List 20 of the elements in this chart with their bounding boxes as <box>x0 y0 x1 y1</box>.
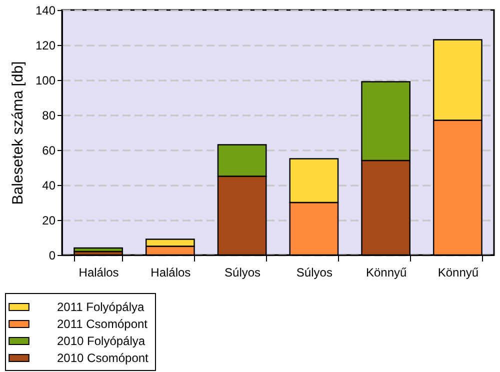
y-tick-label: 40 <box>42 178 56 192</box>
y-tick-label: 80 <box>42 108 56 122</box>
y-tick-label: 100 <box>35 74 56 88</box>
y-tick-label: 0 <box>48 248 56 262</box>
x-tick-label: Súlyos <box>296 266 332 280</box>
x-tick-label: Halálos <box>150 266 191 280</box>
y-tick-label: 60 <box>42 144 56 158</box>
legend-label: 2011 Folyópálya <box>57 300 144 314</box>
bar <box>74 247 123 252</box>
y-tick-label: 20 <box>42 214 56 228</box>
x-tick-label: Könnyű <box>366 266 407 280</box>
legend-label: 2010 Csomópont <box>57 351 150 365</box>
y-axis-title: Balesetek száma [db] <box>9 61 26 205</box>
legend-label: 2011 Csomópont <box>57 317 148 331</box>
y-tick-label: 120 <box>35 38 56 52</box>
legend-label: 2010 Folyópálya <box>57 334 146 348</box>
x-tick-label: Súlyos <box>224 266 261 280</box>
x-tick-label: Könnyű <box>438 266 479 280</box>
y-tick-label: 140 <box>35 4 56 18</box>
x-tick-label: Halálos <box>78 266 119 280</box>
